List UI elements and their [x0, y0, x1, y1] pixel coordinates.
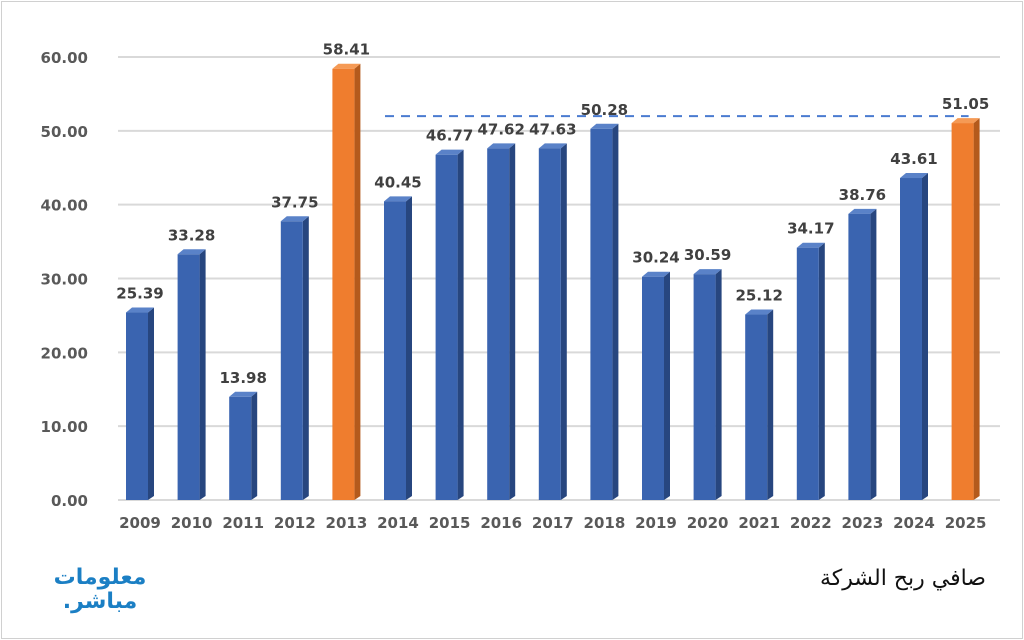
bar-side [612, 123, 619, 501]
bar-side [818, 242, 825, 501]
bar-side [406, 196, 412, 500]
bar-2025 [951, 123, 974, 500]
data-label: 47.63 [529, 120, 576, 138]
data-label: 40.45 [374, 173, 421, 191]
bar-2014 [384, 201, 406, 500]
data-label: 30.59 [684, 246, 731, 264]
data-label: 25.39 [116, 285, 163, 303]
x-tick-label: 2012 [274, 514, 316, 532]
bar-2019 [642, 276, 664, 500]
x-tick-label: 2023 [842, 514, 884, 532]
bar-2017 [538, 148, 561, 500]
bar-side [560, 143, 567, 500]
bar-side [664, 271, 670, 500]
x-tick-label: 2014 [377, 514, 419, 532]
x-tick-label: 2021 [738, 514, 780, 532]
x-tick-label: 2019 [635, 514, 677, 532]
bar-side [148, 307, 154, 500]
bar-side [251, 391, 258, 500]
bar-2012 [280, 221, 303, 500]
bar-2024 [900, 178, 922, 501]
bar-top [177, 249, 206, 255]
bar-side [973, 118, 980, 500]
data-label: 50.28 [581, 101, 628, 119]
x-tick-label: 2013 [326, 514, 368, 532]
x-tick-label: 2016 [480, 514, 522, 532]
bar-side [767, 309, 774, 500]
data-label: 43.61 [890, 150, 937, 168]
bar-side [457, 149, 464, 500]
logo-line1: معلومات [53, 565, 147, 590]
logo: معلومات مباشر. [40, 566, 160, 614]
bar-top [693, 269, 722, 275]
logo-line2: مباشر. [62, 589, 138, 614]
y-tick-label: 20.00 [41, 344, 88, 362]
chart-title: صافي ربح الشركة [819, 566, 986, 591]
y-tick-label: 40.00 [41, 197, 88, 215]
y-tick-label: 30.00 [41, 271, 88, 289]
bar-side [302, 216, 309, 500]
bar-side [199, 249, 206, 500]
x-tick-label: 2015 [429, 514, 471, 532]
data-label: 38.76 [839, 186, 886, 204]
bar-2021 [745, 314, 768, 500]
bar-2013 [332, 68, 355, 500]
bar-side [922, 173, 928, 501]
x-tick-label: 2022 [790, 514, 832, 532]
bar-top [745, 309, 774, 315]
data-label: 13.98 [219, 369, 266, 387]
x-tick-label: 2025 [945, 514, 987, 532]
bar-side [870, 208, 877, 500]
x-tick-label: 2018 [584, 514, 626, 532]
bar-side [509, 143, 516, 500]
bar-top [487, 143, 516, 149]
data-label: 46.77 [426, 127, 473, 145]
bar-top [796, 242, 825, 248]
bar-top [229, 391, 258, 397]
y-tick-label: 10.00 [41, 418, 88, 436]
bar-top [590, 123, 619, 129]
bar-2016 [487, 148, 510, 500]
bar-2020 [693, 274, 716, 500]
data-label: 37.75 [271, 193, 318, 211]
bar-2015 [435, 154, 458, 500]
data-label: 30.24 [632, 249, 679, 267]
x-tick-label: 2011 [222, 514, 264, 532]
data-label: 34.17 [787, 220, 834, 238]
y-tick-label: 50.00 [41, 123, 88, 141]
data-label: 58.41 [323, 41, 370, 59]
bar-2018 [590, 128, 613, 501]
bar-side [354, 63, 361, 500]
bar-side [715, 269, 722, 500]
x-tick-label: 2017 [532, 514, 574, 532]
bar-2009 [126, 312, 148, 500]
bar-top [642, 271, 670, 277]
bar-top [848, 208, 877, 214]
data-label: 33.28 [168, 226, 215, 244]
bar-top [384, 196, 412, 202]
bar-2011 [229, 396, 252, 500]
bar-top [435, 149, 464, 155]
y-tick-label: 60.00 [41, 49, 88, 67]
x-tick-label: 2010 [171, 514, 213, 532]
bar-top [900, 173, 928, 179]
bar-top [332, 63, 361, 69]
bar-2023 [848, 213, 871, 500]
bar-2010 [177, 254, 200, 500]
data-label: 25.12 [735, 287, 782, 305]
y-tick-label: 0.00 [51, 492, 88, 510]
x-tick-label: 2009 [119, 514, 161, 532]
bar-top [280, 216, 309, 222]
data-label: 47.62 [477, 120, 524, 138]
bar-top [538, 143, 567, 149]
bar-top [951, 118, 980, 124]
bar-top [126, 307, 154, 313]
bar-2022 [796, 247, 819, 500]
x-tick-label: 2024 [893, 514, 935, 532]
x-tick-label: 2020 [687, 514, 729, 532]
data-label: 51.05 [942, 95, 989, 113]
